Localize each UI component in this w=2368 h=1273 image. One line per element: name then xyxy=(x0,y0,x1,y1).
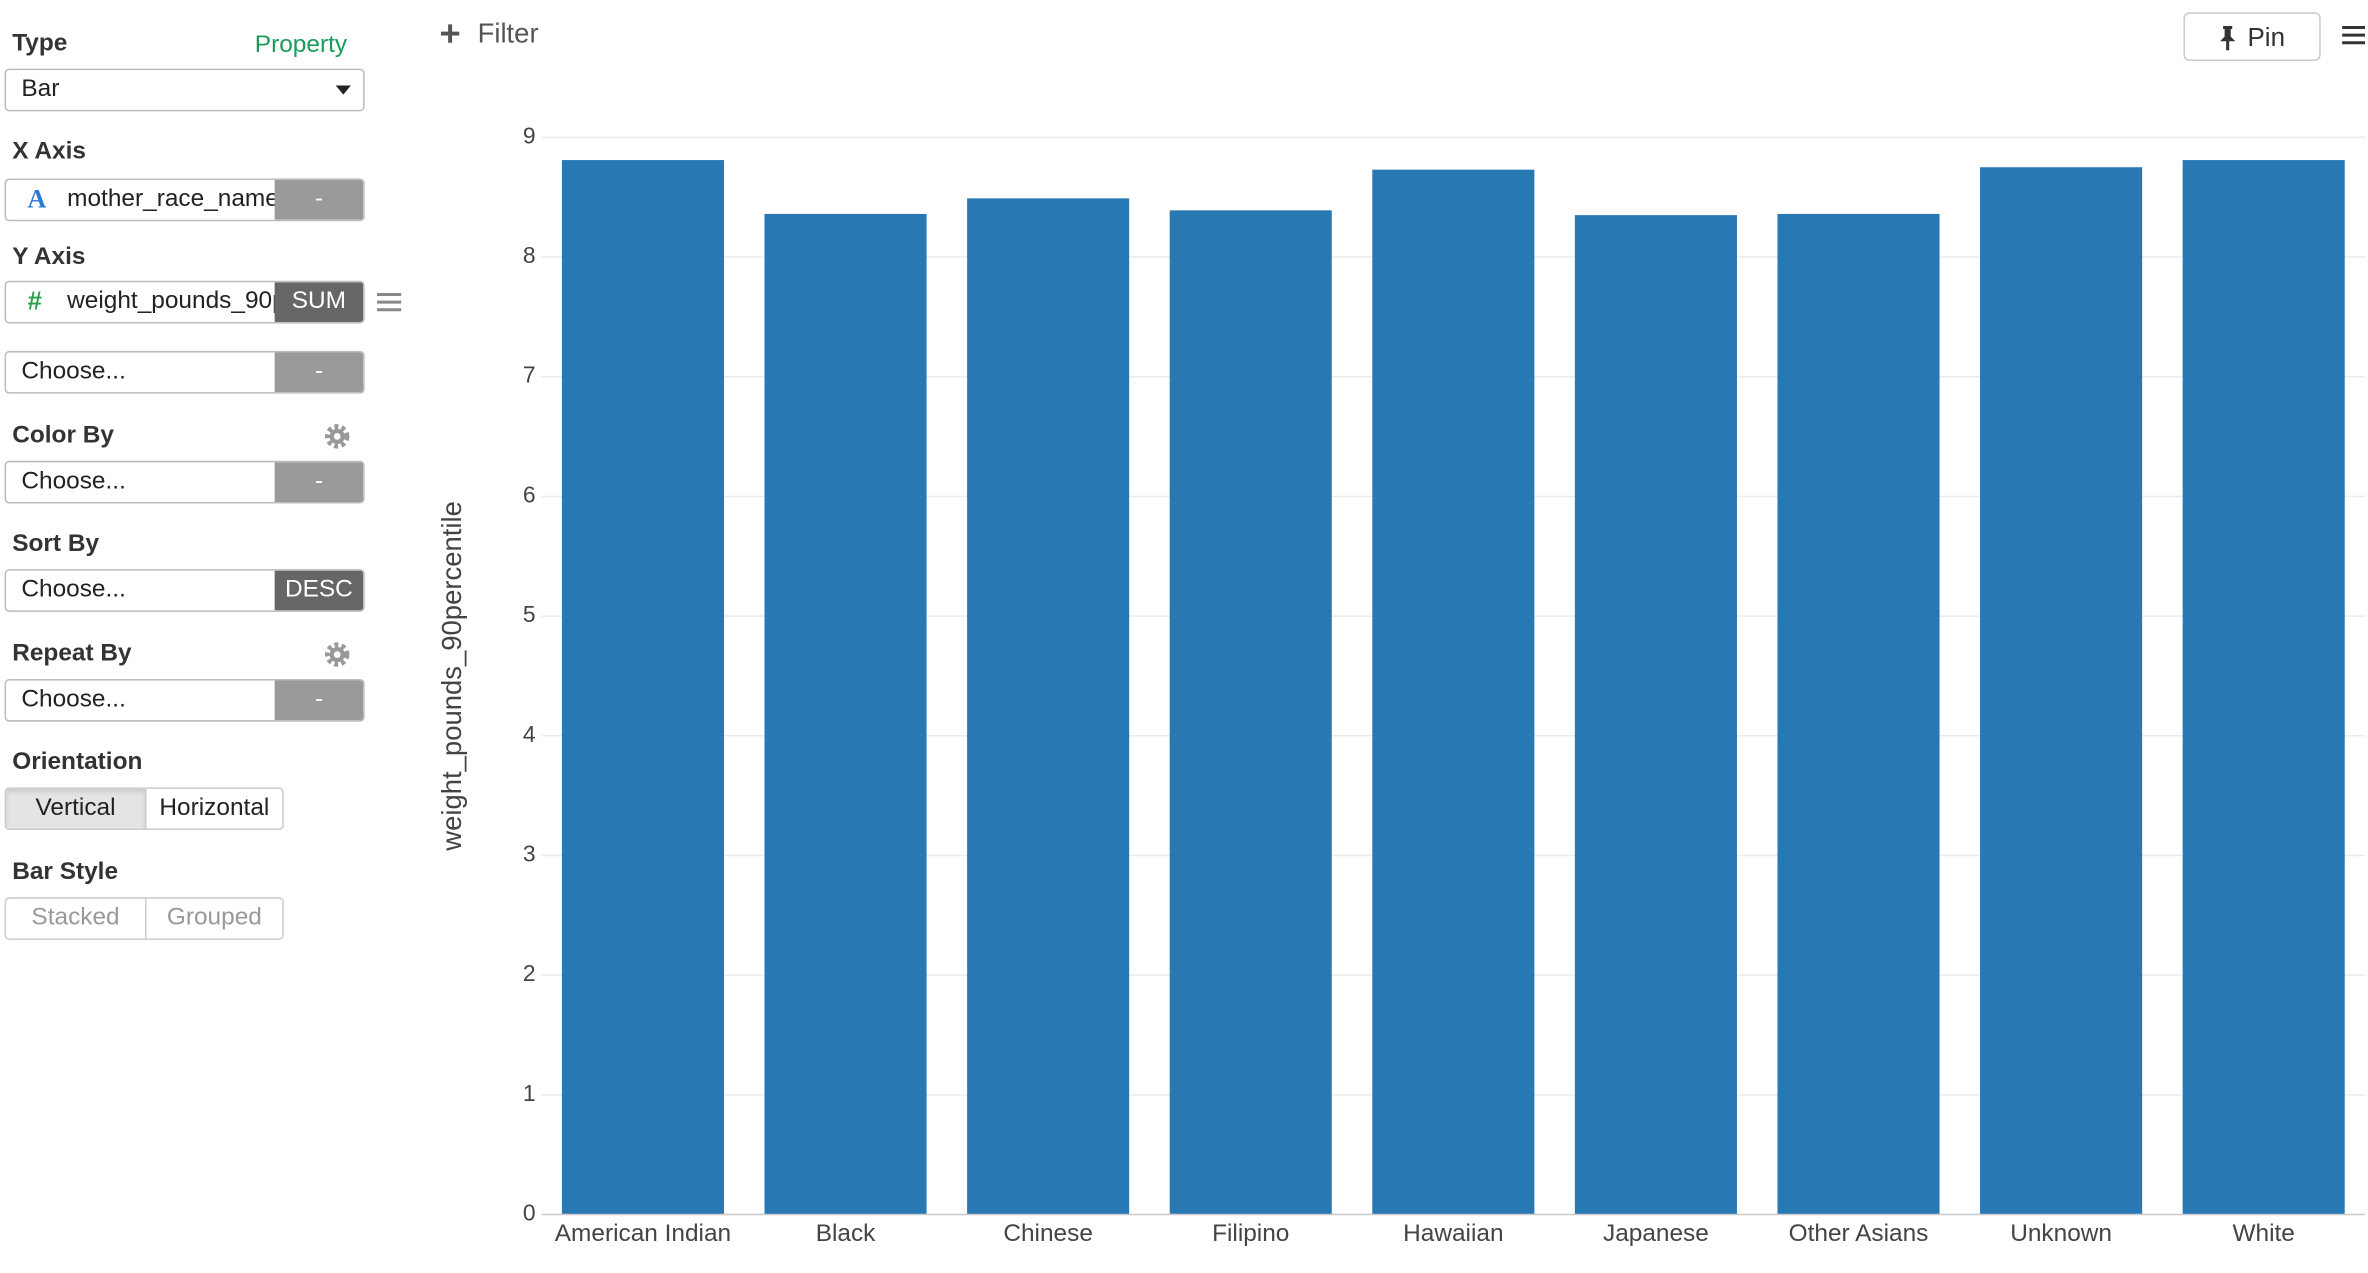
x-tick-label: Filipino xyxy=(1212,1220,1289,1247)
x-tick-label: Japanese xyxy=(1603,1220,1709,1247)
filter-button[interactable]: Filter xyxy=(477,18,539,49)
remove-button[interactable]: - xyxy=(274,352,364,393)
y-tick-label: 8 xyxy=(523,242,536,268)
field-name: Choose... xyxy=(21,358,126,385)
option-button[interactable]: Stacked xyxy=(31,904,120,931)
y-tick-label: 2 xyxy=(523,960,536,986)
bar xyxy=(2182,160,2345,1215)
bar-style-label: Bar Style xyxy=(12,859,119,885)
caret xyxy=(335,85,351,95)
order-button[interactable]: DESC xyxy=(274,570,364,611)
field-name: Choose... xyxy=(21,468,126,495)
field-name: mother_race_name xyxy=(67,186,275,213)
y-tick-label: 3 xyxy=(523,841,536,867)
bar xyxy=(1372,169,1535,1215)
type-label: Type xyxy=(12,30,68,57)
property-link[interactable]: Property xyxy=(254,32,348,58)
y-tick-label: 7 xyxy=(523,362,536,388)
x-tick-label: Other Asians xyxy=(1789,1220,1929,1247)
aggregate-button[interactable]: SUM xyxy=(274,282,364,322)
pin-icon xyxy=(2220,25,2236,51)
color-by-field[interactable]: Choose... - xyxy=(4,460,365,504)
option-button[interactable]: Vertical xyxy=(6,788,145,829)
repeat-by-field[interactable]: Choose... - xyxy=(4,678,365,722)
x-axis-label: X Axis xyxy=(12,138,86,165)
x-tick-label: Unknown xyxy=(2010,1220,2112,1247)
field-name: Choose... xyxy=(21,686,126,713)
option-button[interactable]: Horizontal xyxy=(144,788,282,829)
type-value: Bar xyxy=(21,76,60,103)
x-tick-label: American Indian xyxy=(555,1220,731,1247)
option-button[interactable]: Grouped xyxy=(144,898,282,939)
bar-style-toggle: Stacked Grouped xyxy=(4,897,284,940)
y-tick-label: 6 xyxy=(523,481,536,507)
y-tick-label: 1 xyxy=(523,1080,536,1106)
pin-button[interactable]: Pin xyxy=(2183,12,2321,62)
plus-icon[interactable] xyxy=(439,23,460,44)
menu-icon[interactable] xyxy=(376,291,402,312)
color-by-label: Color By xyxy=(12,422,114,449)
y-tick-label: 4 xyxy=(523,721,536,747)
y-axis-label: Y Axis xyxy=(12,244,86,271)
sort-by-label: Sort By xyxy=(12,530,100,557)
bar xyxy=(1777,213,1940,1215)
gear-icon[interactable] xyxy=(323,423,350,450)
field-name: Choose... xyxy=(21,576,126,603)
number-icon: # xyxy=(27,286,42,316)
bar xyxy=(1169,210,1332,1215)
remove-button[interactable]: - xyxy=(274,180,364,220)
bar xyxy=(967,198,1130,1215)
y-tick-label: 9 xyxy=(523,122,536,148)
y-axis-extra-field[interactable]: Choose... - xyxy=(4,350,365,394)
repeat-by-label: Repeat By xyxy=(12,640,132,667)
pin-label: Pin xyxy=(2247,22,2286,52)
orientation-toggle: Vertical Horizontal xyxy=(4,787,284,831)
type-select[interactable]: Bar xyxy=(4,68,365,112)
y-tick-label: 5 xyxy=(523,601,536,627)
remove-button[interactable]: - xyxy=(274,462,364,502)
x-tick-label: White xyxy=(2232,1220,2294,1247)
x-tick-label: Chinese xyxy=(1003,1220,1093,1247)
sort-by-field[interactable]: Choose... DESC xyxy=(4,569,365,612)
remove-button[interactable]: - xyxy=(274,680,364,721)
bar xyxy=(1574,215,1737,1215)
x-tick-label: Hawaiian xyxy=(1403,1220,1503,1247)
bar xyxy=(561,160,724,1215)
y-axis-title: weight_pounds_90percentile xyxy=(436,501,467,852)
text-icon: A xyxy=(27,184,47,214)
orientation-label: Orientation xyxy=(12,749,143,776)
x-tick-label: Black xyxy=(816,1220,876,1247)
field-name: weight_pounds_90percentile xyxy=(67,288,275,315)
bar xyxy=(764,213,927,1215)
gear-icon[interactable] xyxy=(323,641,350,668)
y-axis-field[interactable]: # weight_pounds_90percentileSUM xyxy=(4,280,365,324)
menu-icon[interactable] xyxy=(2342,24,2365,45)
bar xyxy=(1980,167,2143,1215)
y-tick-label: 0 xyxy=(523,1200,536,1226)
